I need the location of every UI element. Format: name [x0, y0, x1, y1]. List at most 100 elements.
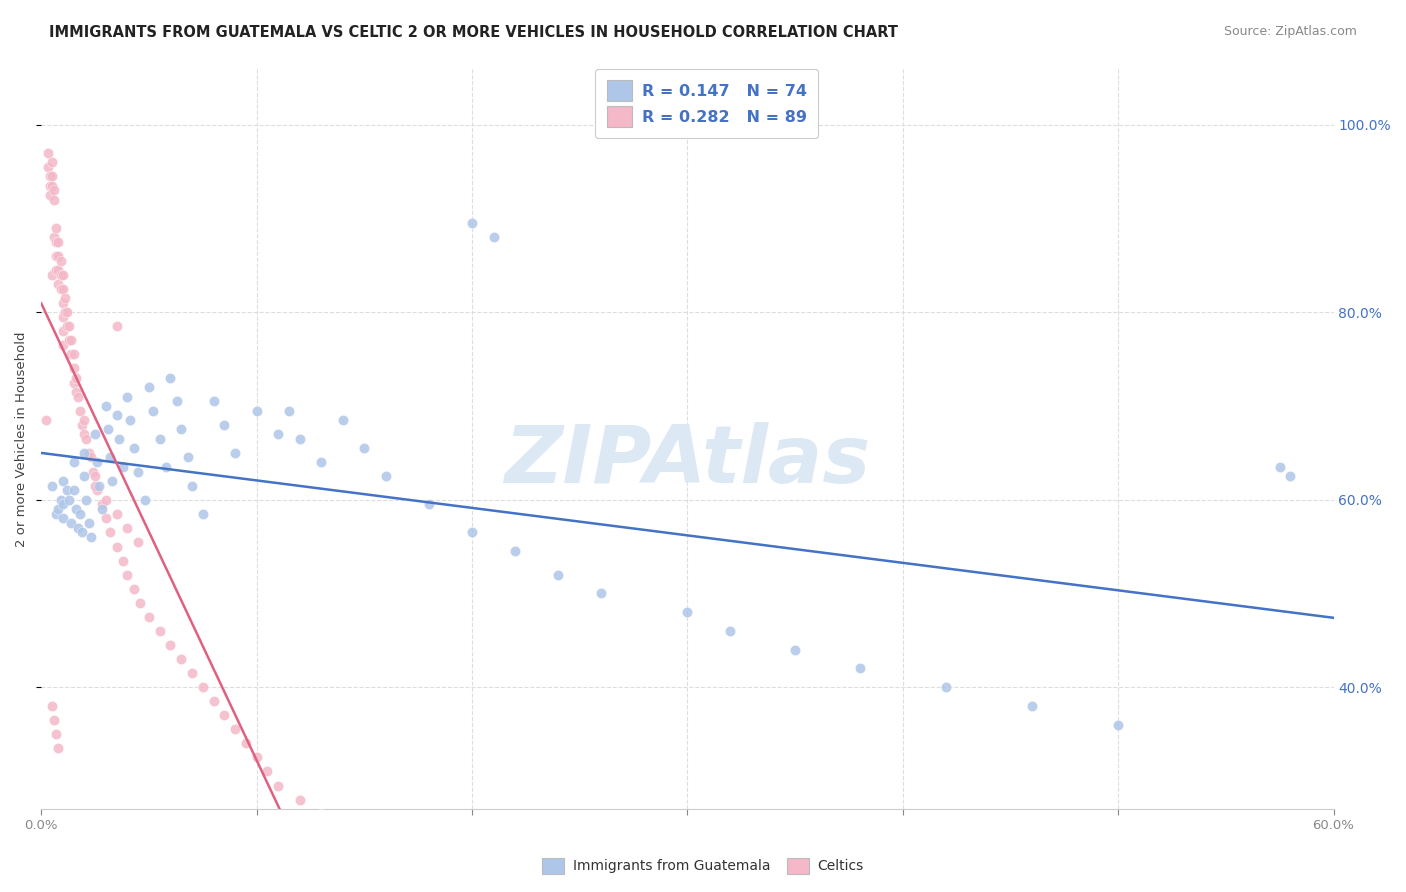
Point — [42, 713, 65, 727]
Point — [214, 417, 236, 432]
Point — [45, 263, 67, 277]
Point — [52, 324, 75, 338]
Point — [65, 371, 87, 385]
Point — [70, 525, 93, 540]
Point — [77, 446, 100, 460]
Point — [98, 525, 121, 540]
Point — [49, 268, 72, 282]
Point — [65, 502, 87, 516]
Point — [38, 188, 60, 202]
Point — [48, 235, 70, 249]
Point — [52, 282, 75, 296]
Point — [41, 698, 63, 713]
Point — [45, 507, 67, 521]
Point — [122, 582, 145, 596]
Point — [127, 534, 149, 549]
Point — [374, 469, 396, 483]
Point — [56, 483, 79, 498]
Point — [41, 178, 63, 193]
Point — [122, 441, 145, 455]
Point — [48, 249, 70, 263]
Point — [62, 361, 84, 376]
Point — [56, 319, 79, 334]
Point — [53, 305, 76, 319]
Point — [235, 736, 257, 750]
Point — [89, 478, 111, 492]
Point — [127, 465, 149, 479]
Point — [97, 422, 120, 436]
Point — [720, 624, 742, 638]
Point — [62, 455, 84, 469]
Point — [170, 652, 193, 666]
Point — [935, 680, 957, 694]
Point — [41, 169, 63, 184]
Point — [73, 469, 96, 483]
Point — [75, 492, 97, 507]
Point — [138, 380, 160, 394]
Point — [591, 586, 613, 600]
Point — [482, 230, 505, 244]
Point — [245, 750, 267, 764]
Point — [41, 155, 63, 169]
Point — [48, 263, 70, 277]
Point — [94, 492, 117, 507]
Point — [118, 413, 141, 427]
Point — [547, 567, 569, 582]
Point — [60, 516, 83, 530]
Point — [62, 347, 84, 361]
Point — [676, 605, 699, 619]
Point — [418, 497, 440, 511]
Point — [52, 310, 75, 324]
Point — [70, 417, 93, 432]
Point — [52, 511, 75, 525]
Point — [49, 253, 72, 268]
Point — [245, 403, 267, 417]
Point — [45, 727, 67, 741]
Point — [155, 459, 177, 474]
Point — [34, 413, 56, 427]
Point — [90, 497, 112, 511]
Point — [53, 291, 76, 305]
Point — [48, 502, 70, 516]
Point — [1107, 717, 1129, 731]
Point — [848, 661, 870, 675]
Point — [191, 507, 214, 521]
Point — [66, 521, 89, 535]
Point — [86, 483, 108, 498]
Point — [181, 666, 204, 681]
Point — [224, 446, 246, 460]
Point — [82, 465, 104, 479]
Point — [105, 540, 128, 554]
Point — [107, 432, 129, 446]
Point — [288, 432, 311, 446]
Point — [117, 567, 139, 582]
Point — [159, 638, 181, 652]
Text: ZIPAtlas: ZIPAtlas — [505, 422, 870, 500]
Point — [60, 347, 83, 361]
Point — [503, 544, 526, 558]
Point — [80, 450, 103, 465]
Point — [94, 511, 117, 525]
Point — [73, 446, 96, 460]
Text: IMMIGRANTS FROM GUATEMALA VS CELTIC 2 OR MORE VEHICLES IN HOUSEHOLD CORRELATION : IMMIGRANTS FROM GUATEMALA VS CELTIC 2 OR… — [49, 25, 898, 40]
Point — [332, 821, 354, 835]
Point — [66, 390, 89, 404]
Point — [191, 680, 214, 694]
Point — [353, 835, 375, 849]
Point — [117, 390, 139, 404]
Point — [90, 502, 112, 516]
Point — [166, 394, 188, 409]
Point — [56, 305, 79, 319]
Point — [1021, 698, 1043, 713]
Point — [58, 334, 80, 348]
Point — [170, 422, 193, 436]
Point — [42, 183, 65, 197]
Point — [134, 492, 156, 507]
Point — [45, 249, 67, 263]
Point — [41, 478, 63, 492]
Point — [105, 319, 128, 334]
Point — [42, 193, 65, 207]
Point — [48, 277, 70, 291]
Point — [256, 764, 278, 779]
Point — [52, 497, 75, 511]
